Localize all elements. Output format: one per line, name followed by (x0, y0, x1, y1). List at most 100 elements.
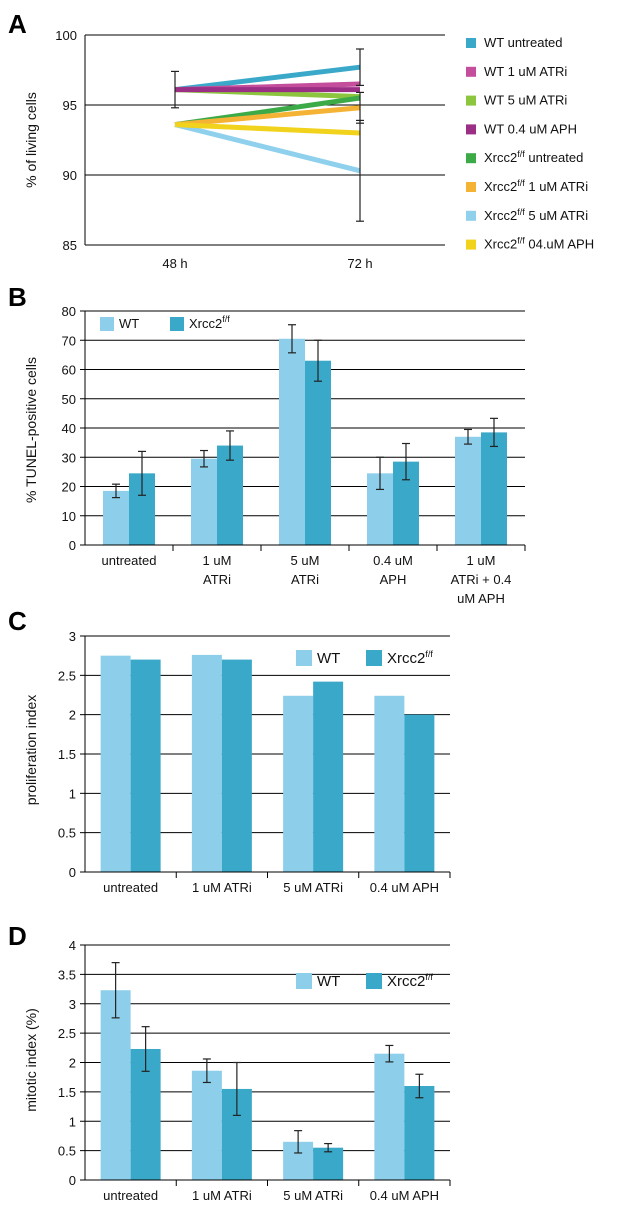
panel-b-ytick: 0 (69, 538, 76, 553)
panel-b-bar (217, 445, 243, 545)
panel-b-xtick: APH (380, 572, 407, 587)
panel-label-a: A (8, 9, 27, 39)
panel-b-xtick: untreated (102, 553, 157, 568)
panel-d-ytick: 2 (69, 1056, 76, 1071)
panel-c-bar (283, 695, 314, 872)
panel-c-legend-swatch (366, 650, 382, 666)
panel-b-ytick: 80 (62, 304, 76, 319)
panel-d-bar (313, 1147, 344, 1180)
panel-a-legend-entry: Xrcc2f/f 04.uM APH (484, 236, 594, 252)
panel-d-xtick: 5 uM ATRi (283, 1188, 343, 1203)
panel-c-ylabel: proliferation index (23, 695, 39, 806)
panel-b-bar (103, 490, 129, 545)
panel-c-xtick: untreated (103, 880, 158, 895)
panel-d-xtick: untreated (103, 1188, 158, 1203)
panel-a-legend-swatch (466, 38, 476, 48)
panel-a-ytick: 95 (63, 98, 77, 113)
panel-a-ytick: 90 (63, 168, 77, 183)
panel-a-series-line (174, 105, 361, 128)
panel-a-legend-entry: WT 5 uM ATRi (484, 93, 567, 108)
panel-d-ytick: 1.5 (58, 1085, 76, 1100)
panel-b-bar-chart: 0 10 20 30 40 50 60 70 80 untreated 1 uM ATRi 5 uM AT… (62, 304, 526, 606)
panel-b-bar (455, 436, 481, 545)
panel-b-bar (305, 360, 331, 545)
panel-b-ytick: 30 (62, 450, 76, 465)
panel-a-legend-entry: WT untreated (484, 35, 563, 50)
panel-d-bar (374, 1053, 405, 1180)
panel-c-bar (221, 659, 252, 872)
panel-c-legend-entry: Xrcc2f/f (387, 649, 433, 667)
panel-a-legend-swatch (466, 124, 476, 135)
panel-d-xtick: 0.4 uM APH (370, 1188, 439, 1203)
panel-a-legend-swatch (466, 210, 476, 221)
panel-a-xtick: 72 h (347, 256, 372, 271)
panel-c-xtick: 1 uM ATRi (192, 880, 252, 895)
panel-b-ytick: 50 (62, 392, 76, 407)
panel-d-ytick: 3 (69, 997, 76, 1012)
panel-b-xtick: 0.4 uM (373, 553, 413, 568)
panel-a-legend-swatch (466, 239, 476, 250)
panel-c-ytick: 1 (69, 786, 76, 801)
panel-a-legend-entry: Xrcc2f/f 1 uM ATRi (484, 178, 588, 194)
panel-b-xtick: 5 uM (291, 553, 320, 568)
panel-b-xtick: ATRi (291, 572, 319, 587)
panel-c-legend-entry: WT (317, 650, 340, 667)
panel-b-bar (481, 432, 507, 545)
panel-b-bar (191, 458, 217, 545)
panel-a-legend-entry: Xrcc2f/f 5 uM ATRi (484, 207, 588, 223)
panel-d-bar-chart: 0 0.5 1 1.5 2 2.5 3 3.5 4 untreated 1 uM ATRi 5 uM … (58, 938, 451, 1203)
panel-d-bar (100, 990, 131, 1180)
panel-a-legend-swatch (466, 153, 476, 164)
panel-c-xtick: 0.4 uM APH (370, 880, 439, 895)
panel-c-bar (100, 655, 131, 872)
panel-b-legend-swatch (100, 317, 114, 331)
panel-a-ytick: 100 (55, 28, 77, 43)
panel-b-xtick: 1 uM (467, 553, 496, 568)
panel-b-bar (279, 338, 305, 545)
panel-b-ylabel: % TUNEL-positive cells (23, 357, 39, 503)
panel-b-ytick: 20 (62, 480, 76, 495)
panel-d-legend-swatch (296, 973, 312, 989)
panel-a-series-line (174, 64, 361, 93)
panel-d-ytick: 2.5 (58, 1026, 76, 1041)
panel-label-c: C (8, 606, 27, 636)
panel-c-ytick: 0 (69, 865, 76, 880)
panel-d-ytick: 3.5 (58, 967, 76, 982)
panel-d-ytick: 1 (69, 1114, 76, 1129)
panel-b-ytick: 70 (62, 333, 76, 348)
panel-a-series-line (174, 122, 361, 136)
panel-b-legend-swatch (170, 317, 184, 331)
panel-b-ytick: 60 (62, 363, 76, 378)
panel-d-legend-entry: Xrcc2f/f (387, 972, 433, 990)
panel-a-legend-entry: WT 1 uM ATRi (484, 64, 567, 79)
panel-a-line-chart: 85 90 95 100 48 h 72 h WT untreated WT 1 uM ATR… (55, 28, 594, 271)
panel-d-ytick: 0 (69, 1173, 76, 1188)
panel-c-ytick: 3 (69, 629, 76, 644)
panel-c-bar (130, 659, 161, 872)
panel-c-ytick: 1.5 (58, 747, 76, 762)
panel-d-ytick: 0.5 (58, 1144, 76, 1159)
panel-a-legend-entry: WT 0.4 uM APH (484, 121, 577, 136)
panel-d-bar (191, 1070, 222, 1180)
panel-a-legend-swatch (466, 95, 476, 106)
panel-b-ytick: 10 (62, 509, 76, 524)
panel-a-ytick: 85 (63, 238, 77, 253)
panel-a-series-line (174, 122, 361, 174)
panel-b-xtick: 1 uM (203, 553, 232, 568)
panel-b-xtick: ATRi (203, 572, 231, 587)
panel-c-ytick: 0.5 (58, 826, 76, 841)
panel-a-legend-entry: Xrcc2f/f untreated (484, 149, 583, 165)
panel-b-xtick: uM APH (457, 591, 505, 606)
panel-b-ytick: 40 (62, 421, 76, 436)
panel-a-ylabel: % of living cells (23, 92, 39, 188)
panel-a-legend-swatch (466, 66, 476, 77)
panel-c-legend-swatch (296, 650, 312, 666)
panel-c-bar (404, 714, 435, 872)
panel-d-ytick: 4 (69, 938, 76, 953)
panel-a-legend-swatch (466, 182, 476, 192)
panel-b-xtick: ATRi + 0.4 (451, 572, 512, 587)
panel-c-ytick: 2 (69, 708, 76, 723)
panel-d-xtick: 1 uM ATRi (192, 1188, 252, 1203)
panel-d-legend-swatch (366, 973, 382, 989)
